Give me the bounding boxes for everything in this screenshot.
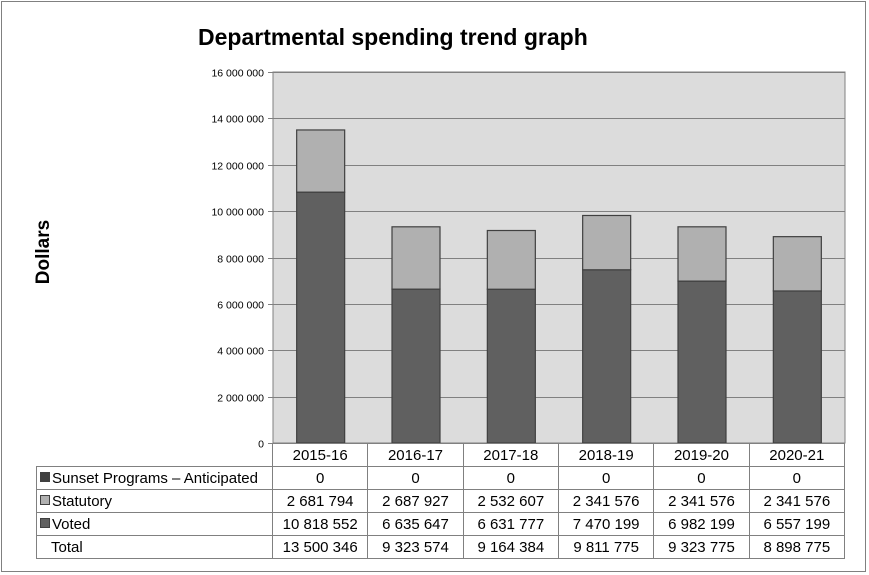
data-label: 6 635 647 — [367, 512, 464, 536]
bar-statutory — [391, 226, 441, 290]
x-tick-label: 2017-18 — [462, 443, 559, 467]
y-tick-label: 2 000 000 — [217, 393, 264, 405]
series-name: Voted — [52, 515, 91, 533]
data-label: 6 982 199 — [653, 512, 750, 536]
total-value: 9 323 574 — [367, 535, 464, 559]
x-tick-label: 2020-21 — [748, 443, 845, 467]
data-label: 0 — [462, 466, 559, 490]
data-label: 2 681 794 — [271, 489, 369, 513]
bar-voted — [486, 288, 536, 444]
legend-entry: Voted — [36, 512, 273, 536]
table-row: Voted 10 818 552 6 635 647 6 631 777 7 470 1… — [36, 512, 845, 536]
table-row: Statutory 2 681 794 2 687 927 2 532 607 2 34… — [36, 489, 845, 513]
y-tick-label: 10 000 000 — [211, 207, 264, 219]
total-value: 13 500 346 — [271, 535, 369, 559]
data-label: 0 — [653, 466, 750, 490]
total-value: 8 898 775 — [748, 535, 845, 559]
y-tick-label: 8 000 000 — [217, 254, 264, 266]
bar-voted — [391, 288, 441, 444]
data-label: 2 341 576 — [748, 489, 845, 513]
data-label: 0 — [748, 466, 845, 490]
legend-swatch — [40, 471, 50, 482]
total-value: 9 323 775 — [653, 535, 750, 559]
data-label: 2 341 576 — [653, 489, 750, 513]
data-label: 2 341 576 — [557, 489, 655, 513]
plot-background — [272, 71, 846, 444]
bar-statutory — [677, 226, 727, 282]
legend-swatch — [40, 494, 50, 505]
x-tick-label: 2019-20 — [653, 443, 750, 467]
data-label: 2 687 927 — [367, 489, 464, 513]
data-label: 10 818 552 — [271, 512, 369, 536]
data-label: 6 631 777 — [462, 512, 559, 536]
bar-voted — [772, 290, 822, 444]
y-tick-label: 16 000 000 — [211, 68, 264, 80]
bar-statutory — [486, 229, 536, 290]
series-name: Sunset Programs – Anticipated — [52, 469, 258, 487]
y-tick-label: 4 000 000 — [217, 346, 264, 358]
series-name: Statutory — [52, 492, 113, 510]
legend-swatch — [40, 517, 50, 528]
total-value: 9 164 384 — [462, 535, 559, 559]
y-tick-label: 14 000 000 — [211, 114, 264, 126]
data-label: 6 557 199 — [748, 512, 845, 536]
chart-title: Departmental spending trend graph — [198, 24, 588, 50]
table-row: Sunset Programs – Anticipated 0 0 0 0 0 0 — [36, 466, 845, 490]
data-label: 0 — [367, 466, 464, 490]
legend-entry: Sunset Programs – Anticipated — [36, 466, 273, 490]
category-header-row: 2015-16 2016-17 2017-18 2018-19 2019-20 2020-… — [36, 443, 845, 467]
bar-voted — [677, 280, 727, 444]
y-tick-label: 6 000 000 — [217, 300, 264, 312]
bar-voted — [296, 191, 346, 444]
data-table: 2015-16 2016-17 2017-18 2018-19 2019-20 2020-… — [36, 443, 845, 559]
data-label: 7 470 199 — [557, 512, 655, 536]
x-tick-label: 2015-16 — [271, 443, 369, 467]
x-tick-label: 2018-19 — [557, 443, 655, 467]
legend-entry: Statutory — [36, 489, 273, 513]
table-row-total: Total 13 500 346 9 323 574 9 164 384 9 811 7… — [36, 535, 845, 559]
bar-statutory — [772, 236, 822, 292]
data-label: 0 — [271, 466, 369, 490]
bar-statutory — [582, 214, 632, 271]
bar-voted — [582, 269, 632, 444]
table-corner — [36, 443, 273, 467]
total-value: 9 811 775 — [557, 535, 655, 559]
bar-statutory — [296, 129, 346, 193]
y-tick-label: 12 000 000 — [211, 161, 264, 173]
data-label: 2 532 607 — [462, 489, 559, 513]
x-tick-label: 2016-17 — [367, 443, 464, 467]
data-label: 0 — [557, 466, 655, 490]
total-label: Total — [36, 535, 273, 559]
